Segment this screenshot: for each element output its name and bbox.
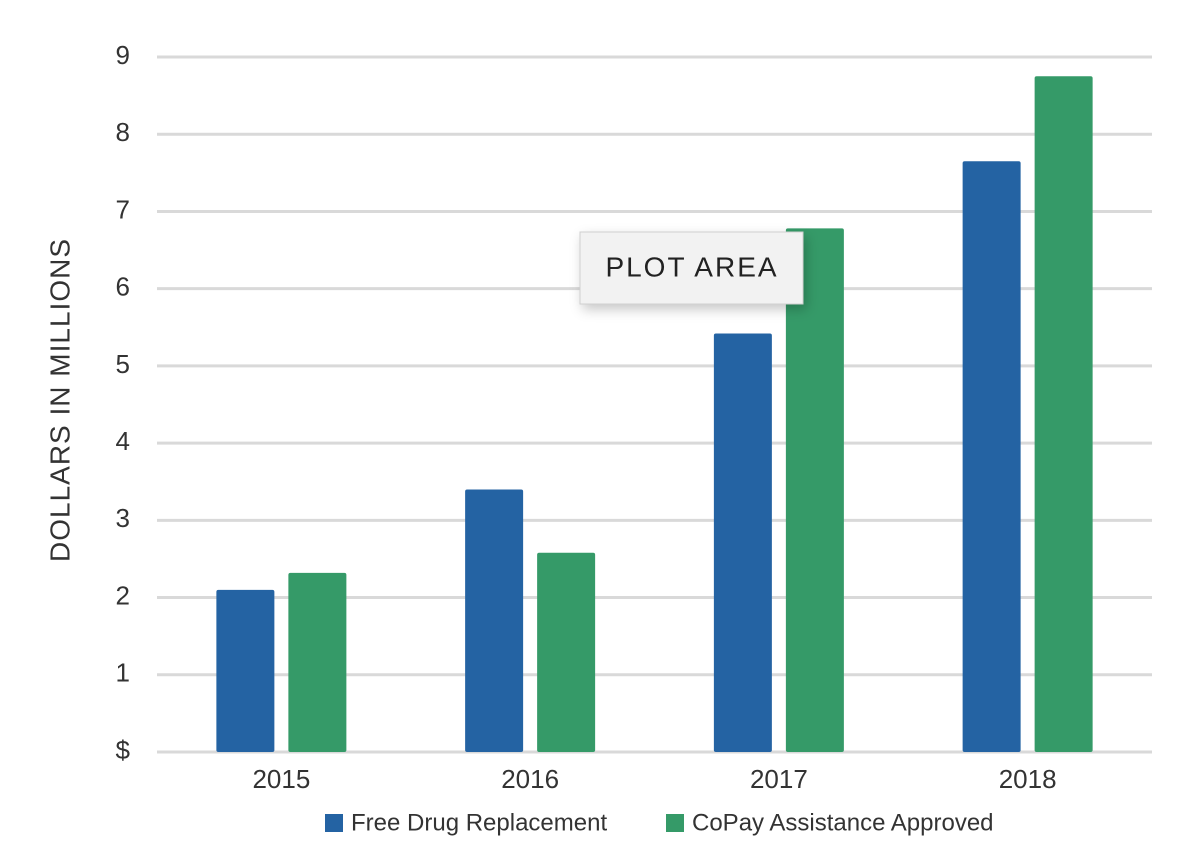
- bar-free-drug-replacement-2018: [962, 161, 1021, 752]
- bar-free-drug-replacement-2017: [713, 333, 772, 752]
- y-tick-label: 5: [116, 349, 130, 379]
- y-tick-label: 6: [116, 272, 130, 302]
- y-tick-label: 7: [116, 194, 130, 224]
- y-tick-label: 8: [116, 117, 130, 147]
- bar-free-drug-replacement-2015: [216, 589, 275, 752]
- bar-free-drug-replacement-2016: [465, 489, 524, 752]
- x-tick-label: 2016: [501, 764, 559, 794]
- y-tick-label: 3: [116, 503, 130, 533]
- y-axis-title: DOLLARS IN MILLIONS: [44, 238, 75, 562]
- plot-area-callout: PLOT AREA: [579, 231, 804, 305]
- callout-box: [579, 231, 804, 305]
- y-axis-ticks: $1 2 3 4 5 6 7 8 9: [116, 40, 131, 765]
- y-tick-label: 1: [116, 658, 130, 688]
- x-axis-ticks: 2015 2016 2017 2018: [252, 764, 1056, 794]
- bar-copay-assistance-approved-2018: [1034, 76, 1093, 753]
- legend-swatch: [666, 814, 684, 832]
- y-tick-label: 4: [116, 426, 130, 456]
- bar-copay-assistance-approved-2017: [785, 228, 844, 752]
- y-tick-label: $: [116, 735, 131, 765]
- y-tick-label: 2: [116, 580, 130, 610]
- x-tick-label: 2018: [999, 764, 1057, 794]
- legend-swatch: [325, 814, 343, 832]
- legend-label: CoPay Assistance Approved: [692, 809, 994, 836]
- x-tick-label: 2015: [252, 764, 310, 794]
- x-tick-label: 2017: [750, 764, 808, 794]
- bar-copay-assistance-approved-2015: [288, 572, 347, 752]
- y-tick-label: 9: [116, 40, 130, 70]
- bars: [216, 76, 1093, 753]
- callout-label: PLOT AREA: [605, 251, 778, 282]
- bar-copay-assistance-approved-2016: [537, 552, 596, 752]
- legend: Free Drug Replacement CoPay Assistance Ap…: [325, 809, 994, 836]
- legend-label: Free Drug Replacement: [351, 809, 607, 836]
